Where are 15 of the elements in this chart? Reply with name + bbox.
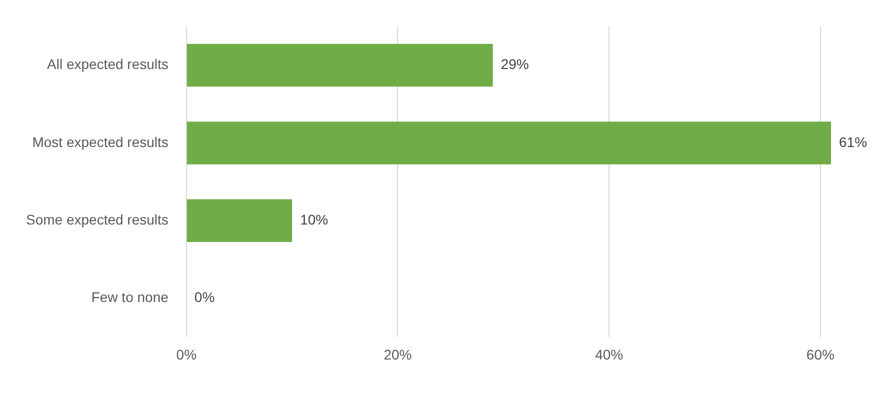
y-tick-label: Most expected results (32, 134, 168, 150)
data-label: 10% (300, 212, 328, 228)
data-label: 29% (500, 56, 529, 72)
x-tick-label: 20% (384, 346, 412, 362)
bar (186, 44, 493, 87)
y-tick-label: Few to none (91, 289, 169, 306)
y-tick-label: Some expected results (26, 212, 168, 228)
x-tick-label: 60% (806, 346, 834, 362)
data-label: 61% (839, 134, 868, 150)
bar (186, 199, 292, 242)
bar (186, 122, 831, 164)
x-tick-label: 0% (176, 346, 197, 362)
data-label: 0% (194, 289, 215, 306)
x-tick-label: 40% (595, 346, 624, 362)
y-tick-label: All expected results (47, 56, 168, 72)
